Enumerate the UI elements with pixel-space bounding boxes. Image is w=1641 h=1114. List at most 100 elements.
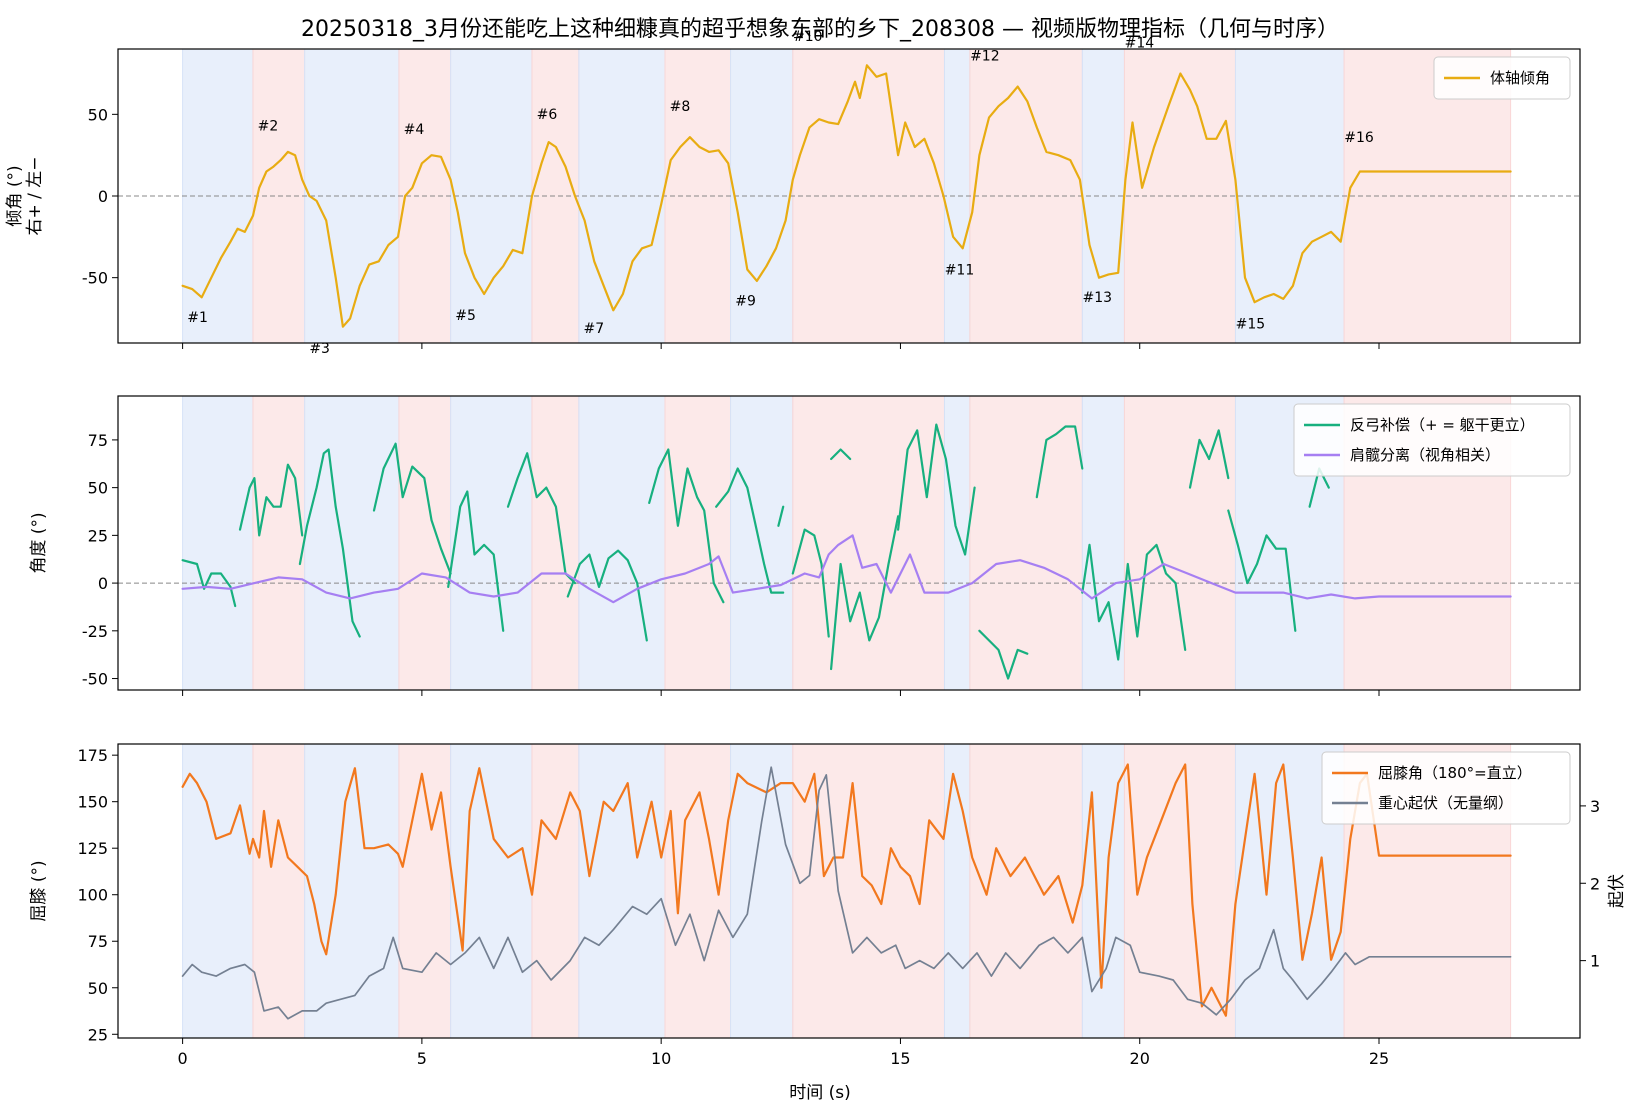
- series-line-1-part-19: [1227, 509, 1297, 632]
- x-tick-label: 20: [1130, 1049, 1150, 1068]
- segment-band-1: [182, 395, 254, 691]
- series-line-1-part-12: [830, 448, 852, 461]
- segment-label-13: #13: [1083, 290, 1113, 306]
- segment-band-9: [730, 395, 794, 691]
- legend-label: 屈膝角（180°=直立）: [1378, 764, 1532, 782]
- segment-label-11: #11: [945, 262, 975, 278]
- legend: 反弓补偿（+ = 躯干更立） 肩髋分离（视角相关）: [1293, 403, 1571, 477]
- segment-label-7: #7: [584, 321, 605, 337]
- segment-label-10: #10: [793, 29, 823, 45]
- segment-band-5: [450, 743, 533, 1039]
- segment-label-12: #12: [970, 48, 1000, 64]
- segment-label-5: #5: [455, 308, 476, 324]
- segment-band-7: [578, 743, 666, 1039]
- x-axis-label: 时间 (s): [789, 1083, 851, 1103]
- legend: 体轴倾角: [1433, 56, 1571, 100]
- y-axis-label: 屈膝 (°): [29, 860, 49, 921]
- y-axis-label: 角度 (°): [29, 512, 49, 573]
- y2-axis-label: 起伏: [1607, 874, 1627, 908]
- series-line-1-part-10: [777, 505, 785, 527]
- series-line-1: [181, 64, 1512, 328]
- series-line-1-part-2: [238, 463, 304, 537]
- panel-3: 25 50 75 100 125 150 175 1 2 3 起伏 0 5 10 15 20 25 屈膝 (°) 屈…: [29, 743, 1627, 1068]
- legend-label: 反弓补偿（+ = 躯干更立）: [1350, 416, 1535, 434]
- segment-band-9: [730, 743, 794, 1039]
- x-tick-label: 25: [1369, 1049, 1389, 1068]
- segment-band-2: [252, 743, 306, 1039]
- segment-label-16: #16: [1344, 130, 1374, 146]
- segment-band-13: [1081, 395, 1125, 691]
- series-line-2: [181, 534, 1512, 604]
- segment-label-9: #9: [735, 293, 756, 309]
- x-tick-label: 10: [651, 1049, 671, 1068]
- x-tick-label: 0: [178, 1049, 188, 1068]
- segment-label-14: #14: [1125, 35, 1155, 51]
- y-tick-label: 0: [98, 187, 108, 206]
- y-tick-label: 150: [77, 793, 108, 812]
- series-line-1-part-9: [715, 467, 785, 594]
- series-line-1-part-5: [447, 490, 505, 632]
- chart-title: 20250318_3月份还能吃上这种细糠真的超乎想象东部的乡下_208308 —…: [301, 17, 1339, 42]
- y-tick-label: -50: [82, 269, 108, 288]
- series-line-1-part-17: [1081, 543, 1187, 661]
- y-tick-label: 50: [88, 979, 108, 998]
- legend-box: [1433, 56, 1571, 100]
- x-tick-label: 5: [417, 1049, 427, 1068]
- segment-label-8: #8: [670, 99, 691, 115]
- legend-box: [1293, 403, 1571, 477]
- segment-band-4: [398, 395, 452, 691]
- series-line-1-part-11: [791, 528, 830, 638]
- segment-band-12: [969, 395, 1083, 691]
- series-line-2: [181, 766, 1512, 1020]
- segment-band-6: [531, 395, 580, 691]
- legend: 屈膝角（180°=直立） 重心起伏（无量纲）: [1321, 751, 1571, 825]
- series-line-1-part-1: [181, 559, 237, 608]
- segment-label-2: #2: [258, 119, 279, 135]
- y-tick-label: 25: [88, 526, 108, 545]
- segment-band-14: [1123, 743, 1236, 1039]
- series-line-1-part-4: [372, 442, 452, 575]
- plot-frame: [117, 743, 1581, 1039]
- series-line-1: [181, 763, 1512, 1017]
- y-axis-label: 右+ / 左−: [25, 156, 45, 235]
- y-tick-label: 125: [77, 839, 108, 858]
- y-tick-label: 50: [88, 479, 108, 498]
- segment-band-3: [304, 395, 400, 691]
- y2-tick-label: 1: [1590, 952, 1600, 971]
- legend-box: [1321, 751, 1571, 825]
- segment-band-3: [304, 743, 400, 1039]
- series-line-1-part-7: [566, 549, 648, 642]
- series-line-1-part-13: [830, 515, 900, 671]
- segment-label-15: #15: [1236, 316, 1266, 332]
- segment-label-1: #1: [187, 310, 208, 326]
- panel-1: -50 0 50 倾角 (°) 右+ / 左− #1 #2 #3 #4 #5 #6 #7 #8 #9 #10…: [5, 29, 1581, 357]
- segment-band-11: [943, 395, 971, 691]
- y-tick-label: 0: [98, 574, 108, 593]
- series-line-1-part-15: [978, 629, 1029, 680]
- segment-band-2: [252, 395, 306, 691]
- series-line-1-part-8: [648, 448, 725, 604]
- plot-frame: [117, 395, 1581, 691]
- y-tick-label: 75: [88, 431, 108, 450]
- y-axis-label: 倾角 (°): [5, 165, 25, 226]
- legend-label: 体轴倾角: [1490, 69, 1550, 87]
- y-tick-label: 50: [88, 105, 108, 124]
- x-tick-label: 15: [890, 1049, 910, 1068]
- legend-label: 肩髋分离（视角相关）: [1350, 446, 1500, 464]
- series-line-1-part-14: [897, 423, 976, 556]
- panel-2: -50 -25 0 25 50 75 角度 (°) 反弓补偿（+ = 躯干更立） 肩髋分离（视角…: [29, 395, 1581, 696]
- y-tick-label: -50: [82, 670, 108, 689]
- y-tick-label: 25: [88, 1025, 108, 1044]
- segment-band-8: [664, 743, 732, 1039]
- y-tick-label: 100: [77, 886, 108, 905]
- segment-band-5: [450, 395, 533, 691]
- y-tick-label: 75: [88, 932, 108, 951]
- segment-band-8: [664, 395, 732, 691]
- y-tick-label: 175: [77, 746, 108, 765]
- segment-band-1: [182, 743, 254, 1039]
- legend-label: 重心起伏（无量纲）: [1378, 794, 1513, 812]
- segment-band-7: [578, 395, 666, 691]
- y2-tick-label: 3: [1590, 797, 1600, 816]
